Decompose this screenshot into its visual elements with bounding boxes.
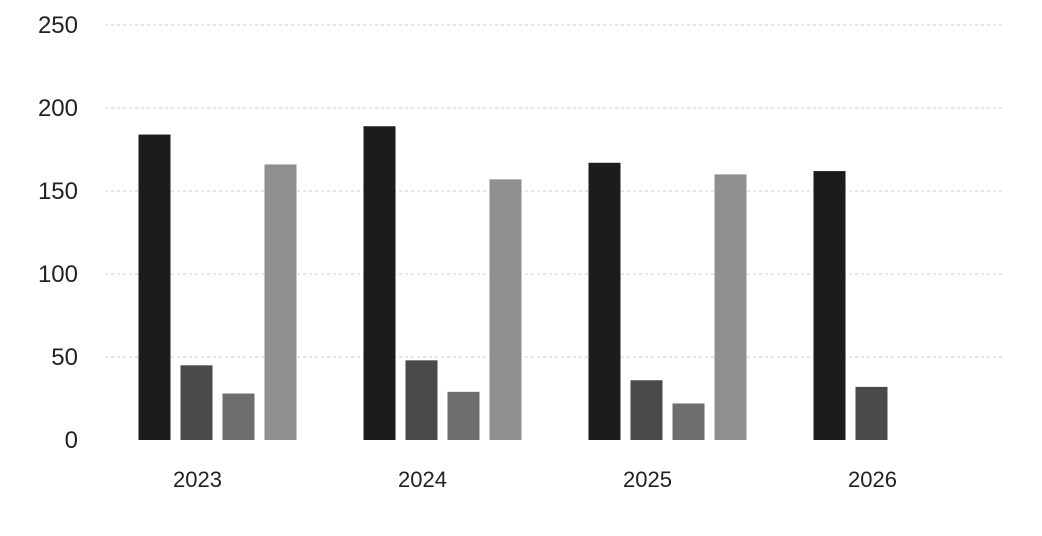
bar-2025-s1 [588,162,621,440]
y-axis: 0 50 100 150 200 250 [38,12,78,454]
bar-2026-s2 [855,386,888,440]
y-tick-label: 0 [65,427,78,454]
bar-2023-s3 [222,393,255,440]
bar-2023-s2 [180,365,213,440]
bar-2025-s2 [630,380,663,440]
x-tick-label: 2026 [848,467,897,492]
bar-2024-s4 [489,179,522,440]
x-tick-label: 2025 [623,467,672,492]
bar-2023-s4 [264,164,297,440]
y-tick-label: 250 [38,12,78,39]
x-tick-label: 2023 [173,467,222,492]
y-tick-label: 200 [38,95,78,122]
bar-2025-s4 [714,174,747,440]
x-axis: 2023 2024 2025 2026 [173,467,897,492]
y-tick-label: 100 [38,261,78,288]
bar-2024-s2 [405,360,438,440]
x-tick-label: 2024 [398,467,447,492]
y-tick-label: 150 [38,178,78,205]
gridlines [105,24,1005,358]
y-tick-label: 50 [51,344,78,371]
bar-2023-s1 [138,134,171,440]
bar-2024-s3 [447,391,480,440]
bar-2026-s1 [813,171,846,440]
bar-2025-s3 [672,403,705,440]
bar-2024-s1 [363,126,396,440]
bar-series [138,126,888,440]
